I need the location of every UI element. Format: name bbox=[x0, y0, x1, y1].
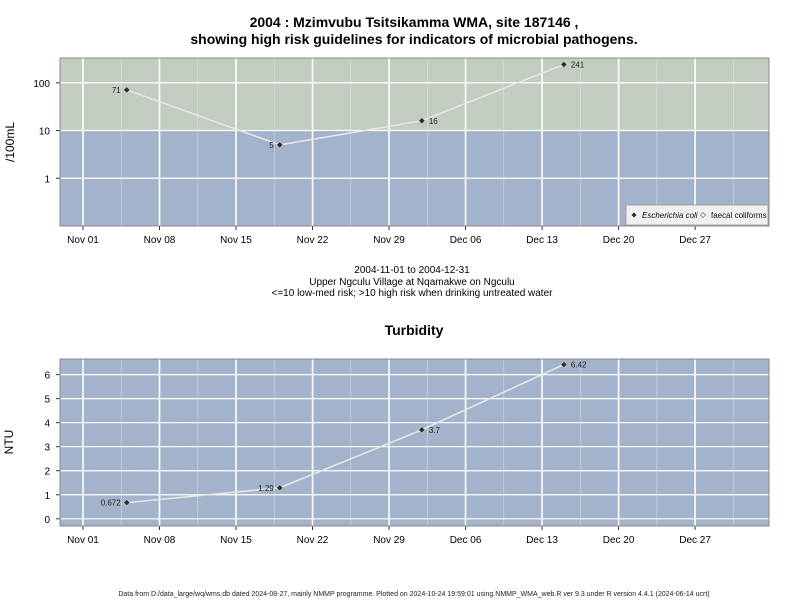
chart1-y-tick-label: 100 bbox=[33, 79, 50, 90]
chart1-caption-site: Upper Ngculu Village at Nqamakwe on Ngcu… bbox=[309, 277, 514, 288]
chart2-data-label: 6.42 bbox=[571, 361, 587, 370]
chart1-data-label: 241 bbox=[571, 61, 585, 70]
chart2-x-tick-label: Dec 06 bbox=[450, 535, 482, 546]
chart2-data-point bbox=[276, 484, 284, 492]
chart1-legend bbox=[625, 204, 769, 226]
chart1-caption-guideline: <=10 low-med risk; >10 high risk when dr… bbox=[272, 288, 554, 299]
chart2-y-tick-label: 3 bbox=[44, 443, 50, 454]
chart1-data-point bbox=[276, 141, 284, 149]
chart1-y-axis-label: /100mL bbox=[3, 122, 17, 162]
chart2-data-label: 0.672 bbox=[101, 499, 122, 508]
chart1-x-tick-label: Nov 01 bbox=[67, 235, 99, 246]
chart1-y-tick-label: 1 bbox=[44, 174, 50, 185]
chart1-plot-area: Nov 01 Nov 08 Nov 15 Nov 22 Nov 29 Dec 06 Dec … bbox=[33, 57, 770, 246]
chart2-title: Turbidity bbox=[385, 322, 444, 338]
chart2-frame bbox=[59, 358, 770, 527]
chart1-legend-label-faecal: faecal coliforms bbox=[711, 211, 767, 220]
chart1-x-tick-label: Dec 06 bbox=[450, 235, 482, 246]
chart1-legend-label-ecoli: Escherichia coli bbox=[642, 211, 698, 220]
chart1-x-tick-label: Nov 22 bbox=[297, 235, 329, 246]
chart2-y-tick-label: 1 bbox=[44, 491, 50, 502]
chart2-y-tick-label: 0 bbox=[44, 515, 50, 526]
chart2-x-tick-label: Dec 13 bbox=[526, 535, 558, 546]
chart2-series-line bbox=[126, 363, 565, 504]
chart2-x-tick-label: Dec 27 bbox=[679, 535, 711, 546]
chart1-x-tick-label: Dec 20 bbox=[603, 235, 635, 246]
chart1-data-label: 16 bbox=[429, 117, 438, 126]
chart1-legend-marker-ecoli bbox=[631, 212, 637, 218]
chart1-data-label: 5 bbox=[269, 141, 274, 150]
chart2-data-point bbox=[560, 360, 568, 369]
chart2-data-label: 3.7 bbox=[429, 426, 441, 435]
chart2-data-point bbox=[418, 426, 426, 434]
chart1-data-label: 71 bbox=[112, 86, 121, 95]
chart2-y-axis-label: NTU bbox=[2, 430, 16, 455]
chart1-y-tick-label: 10 bbox=[39, 127, 51, 138]
chart2-y-tick-label: 6 bbox=[44, 371, 50, 382]
chart1-x-tick-label: Dec 13 bbox=[526, 235, 558, 246]
chart2-x-tick-label: Nov 15 bbox=[220, 535, 252, 546]
chart1-data-point bbox=[418, 117, 426, 125]
chart2-data-label: 1.29 bbox=[258, 484, 274, 493]
chart1-x-tick-label: Dec 27 bbox=[679, 235, 711, 246]
chart1-frame bbox=[59, 57, 770, 227]
chart1-title: 2004 : Mzimvubu Tsitsikamma WMA, site 18… bbox=[250, 14, 579, 30]
chart2-background bbox=[60, 359, 769, 526]
chart1-x-tick-label: Nov 29 bbox=[373, 235, 405, 246]
chart1-data-point bbox=[123, 86, 131, 94]
chart2-plot-area: Nov 01 Nov 08 Nov 15 Nov 22 Nov 29 Dec 06 Dec … bbox=[44, 358, 770, 546]
chart1-caption-date-range: 2004-11-01 to 2004-12-31 bbox=[354, 265, 470, 276]
chart1-subtitle: showing high risk guidelines for indicat… bbox=[190, 31, 637, 47]
chart2-x-tick-label: Nov 08 bbox=[144, 535, 176, 546]
chart1-legend-marker-faecal bbox=[700, 212, 706, 218]
chart2-x-tick-label: Nov 29 bbox=[373, 535, 405, 546]
chart1-series-line bbox=[126, 63, 565, 146]
chart2-y-tick-label: 5 bbox=[44, 395, 50, 406]
chart2-x-tick-label: Nov 01 bbox=[67, 535, 99, 546]
chart2-data-point bbox=[123, 499, 131, 507]
chart2-x-tick-label: Dec 20 bbox=[603, 535, 635, 546]
chart1-x-tick-label: Nov 08 bbox=[144, 235, 176, 246]
footer-note: Data from D:/data_large/wq/wms.db dated … bbox=[118, 591, 709, 598]
chart2-y-tick-label: 4 bbox=[44, 419, 50, 430]
chart2-y-tick-label: 2 bbox=[44, 467, 50, 478]
chart2-x-tick-label: Nov 22 bbox=[297, 535, 329, 546]
chart1-data-point bbox=[560, 60, 568, 69]
chart1-x-tick-label: Nov 15 bbox=[220, 235, 252, 246]
chart1-high-risk-zone bbox=[60, 58, 769, 131]
